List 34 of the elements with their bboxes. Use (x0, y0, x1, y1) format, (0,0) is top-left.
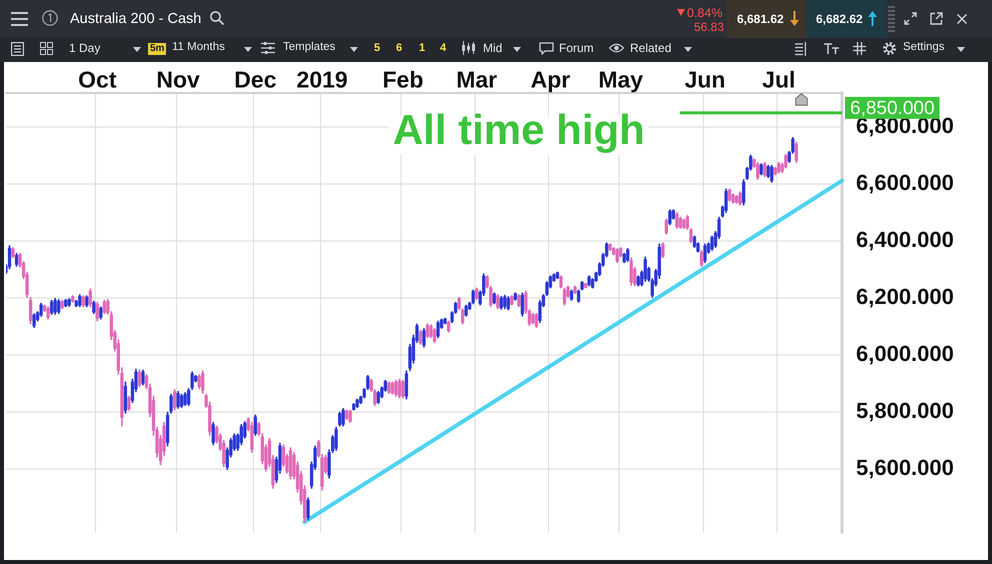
x-tick-label: Mar (456, 66, 498, 93)
text: Forum (559, 41, 594, 55)
annotation: All time high (392, 106, 645, 153)
text: Settings (903, 41, 945, 54)
text: 1 (419, 42, 426, 55)
text: Templates (283, 41, 336, 54)
text: 4 (440, 42, 446, 55)
y-tick-label: 6,600.000 (856, 170, 954, 196)
text: 6,681.62 (737, 12, 784, 26)
x-tick-label: Jul (762, 66, 796, 93)
x-tick-label: Oct (78, 66, 117, 93)
x-tick-label: Apr (530, 66, 570, 93)
y-tick-label: 6,400.000 (856, 227, 954, 252)
x-tick-label: Jun (684, 66, 726, 93)
y-tick-label: 5,800.000 (856, 398, 954, 423)
text: 6,682.62 (816, 12, 863, 26)
text: 11 Months (172, 41, 225, 54)
text: 56.83 (694, 20, 724, 34)
text: 5m (148, 43, 166, 55)
x-tick-label: Feb (382, 66, 424, 93)
y-tick-label: 6,200.000 (856, 284, 954, 310)
chart-title: Australia 200 - Cash (70, 11, 202, 28)
x-tick-label: Dec (234, 66, 277, 93)
text: Related (630, 41, 672, 55)
x-tick-label: Nov (156, 66, 200, 93)
y-tick-label: 6,000.000 (856, 340, 954, 366)
text: 5 (374, 42, 380, 55)
text: 0.84% (687, 6, 722, 20)
x-tick-label: May (598, 66, 644, 93)
y-tick-label: 5,600.000 (856, 454, 954, 480)
text: 1 Day (69, 41, 100, 55)
text: 6 (396, 42, 402, 55)
x-tick-label: 2019 (296, 66, 348, 93)
text: Mid (483, 41, 502, 55)
